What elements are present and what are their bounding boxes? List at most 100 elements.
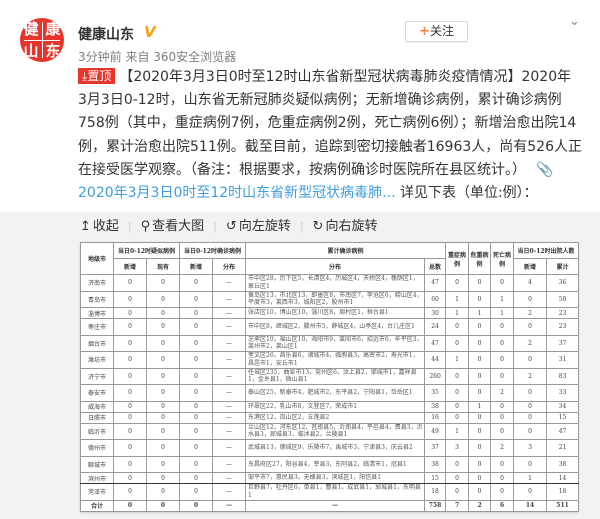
cell-c-new: 0 <box>179 455 214 473</box>
cell-critical: 0 <box>468 351 492 369</box>
cell-critical: 2 <box>468 499 492 512</box>
body-line: 3月3日0-12时，山东省无新冠肺炎疑似病例；无新增确诊病例，累计确诊病例 <box>78 92 562 109</box>
covid-table-image[interactable]: 地级市 当日0-12时疑似病例 当日0-12时确诊病例 累计确诊病例 重症病例 … <box>80 242 580 512</box>
avatar-char: 山 <box>23 42 39 60</box>
cell-d-new: 2 <box>513 307 548 319</box>
follow-button[interactable]: +关注 <box>405 21 468 42</box>
cell-severe: 0 <box>445 411 470 424</box>
cell-c-dist: — <box>212 483 247 501</box>
cell-severe: 7 <box>445 499 470 512</box>
avatar[interactable]: 健 康 山 东 <box>20 18 64 62</box>
table-row: 日照市 0 0 0— 东港区12，岚山区2，五莲县2 16 0 0 0 0 15 <box>80 411 580 424</box>
divider: | <box>299 220 304 233</box>
cell-d-new: 2 <box>513 367 548 385</box>
table-row: 合计 0 0 0— —758 7 2 6 14 511 <box>80 499 580 512</box>
covid-table: 地级市 当日0-12时疑似病例 当日0-12时确诊病例 累计确诊病例 重症病例 … <box>80 242 580 512</box>
cell-dist: 兰山区12，河东区12，莒南县5，沂南县4，平邑县4，费县3，沂水县3，郯城县3… <box>245 422 426 440</box>
cell-critical: 0 <box>468 439 492 457</box>
cell-s-new: 0 <box>113 439 147 457</box>
cell-dist: 武城县13，德城区9，乐陵市7，禹城市3，宁津县3，庆云县2 <box>245 439 426 457</box>
collapse-button[interactable]: ↥ 收起 <box>80 217 119 237</box>
table-row: 德州市 0 0 0— 武城县13，德城区9，乐陵市7，禹城市3，宁津县3，庆云县2 37 3… <box>80 439 580 457</box>
cell-total: 18 <box>424 483 447 501</box>
cell-d-new: 2 <box>513 334 548 352</box>
cell-city: 枣庄市 <box>80 318 114 336</box>
cell-critical: 0 <box>468 318 492 336</box>
table-row: 威海市 0 0 0— 环翠区22，乳山市8，文登区7，荣成市1 38 0 1 0 0 34 <box>80 400 580 413</box>
pin-label: 置顶 <box>87 69 112 83</box>
cell-c-new: 0 <box>179 307 214 319</box>
cell-d-cum: 83 <box>546 367 580 385</box>
cell-severe: 0 <box>445 334 470 352</box>
cell-c-new: 0 <box>179 351 214 369</box>
cell-dist: 黄岛区13，市北区13，即墨区8，市南区7，李沧区6，崂山区4，平度市3，莱西市… <box>245 290 426 308</box>
cell-c-dist: — <box>212 411 247 424</box>
cell-s-new: 0 <box>113 307 147 319</box>
cell-c-new: 0 <box>179 499 214 512</box>
cell-c-new: 0 <box>179 411 214 424</box>
verified-v-icon[interactable]: V <box>144 23 156 41</box>
avatar-divider <box>24 39 60 41</box>
cell-total: 35 <box>424 384 447 402</box>
cell-severe: 1 <box>445 351 470 369</box>
header-suspected: 当日0-12时疑似病例 <box>112 242 181 259</box>
follow-label: 关注 <box>429 24 454 38</box>
cell-city: 菏泽市 <box>80 483 114 501</box>
search-icon: ⚲ <box>140 219 151 234</box>
post-time-source[interactable]: 3分钟前 来自 360安全浏览器 <box>78 50 237 64</box>
cell-s-new: 0 <box>113 455 147 473</box>
cell-s-cur: 0 <box>145 384 181 402</box>
cell-severe: 1 <box>445 422 470 440</box>
cell-critical: 0 <box>468 483 492 501</box>
header-existing: 现有 <box>145 258 181 275</box>
cell-death: 0 <box>490 274 515 292</box>
cell-dist: 巨野县7，牡丹区6，单县1，曹县1，成武县1，郓城县1，东明县1 <box>245 483 426 501</box>
cell-death: 0 <box>490 400 515 413</box>
cell-c-new: 0 <box>179 290 214 308</box>
cell-c-new: 0 <box>179 274 214 292</box>
article-link[interactable]: 2020年3月3日0时至12时山东省新型冠状病毒肺... <box>78 185 396 202</box>
cell-s-new: 0 <box>113 400 147 413</box>
cell-total: 758 <box>424 499 447 512</box>
view-large-button[interactable]: ⚲ 查看大图 <box>141 217 205 237</box>
post-body: ⤓置顶 【2020年3月3日0时至12时山东省新型冠状病毒肺炎疫情情况】2020年… <box>78 66 582 205</box>
cell-s-new: 0 <box>113 334 147 352</box>
cell-s-cur: 0 <box>145 318 181 336</box>
cell-dist: 任城区235，曲阜市13，兖州区6，汶上县2，邹城市1，嘉祥县1，金乡县1，微山… <box>245 367 426 385</box>
cell-city: 潍坊市 <box>80 351 114 369</box>
cell-dist: 张店区10，博山区10，淄川区8，周村区1，桓台县1 <box>245 307 426 319</box>
author-name[interactable]: 健康山东 <box>78 27 134 43</box>
cell-c-dist: — <box>212 274 247 292</box>
cell-s-cur: 0 <box>145 472 181 484</box>
table-row: 临沂市 0 0 0— 兰山区12，河东区12，莒南县5，沂南县4，平邑县4，费县3，沂水… <box>80 422 580 440</box>
chevron-down-icon[interactable]: ⌄ <box>569 14 580 29</box>
cell-death: 0 <box>490 455 515 473</box>
table-row: 潍坊市 0 0 0— 奎文区26，昌乐县6，诸城市4，临朐县3，高密市2，寿光市1，昌邑… <box>80 351 580 369</box>
collapse-label: 收起 <box>92 219 119 234</box>
avatar-char: 健 <box>23 20 39 38</box>
cell-total: 44 <box>424 351 447 369</box>
header-total: 总数 <box>424 258 447 275</box>
cell-total: 38 <box>424 400 447 413</box>
cell-city: 济南市 <box>80 274 114 292</box>
cell-c-new: 0 <box>179 439 214 457</box>
body-line: 在接受医学观察。（备注：根据要求，按病例确诊时医院所在县区统计。） <box>78 161 526 178</box>
cell-s-new: 0 <box>113 367 147 385</box>
rotate-right-button[interactable]: ↻ 向右旋转 <box>313 217 378 237</box>
cell-critical: 0 <box>468 334 492 352</box>
cell-severe: 1 <box>445 307 470 319</box>
cell-d-cum: 23 <box>546 307 580 319</box>
header-severe: 重症病例 <box>445 242 470 275</box>
cell-s-new: 0 <box>113 351 147 369</box>
table-row: 枣庄市 0 0 0— 市中区8，峄城区2，滕州市5，薛城区4，山亭区4，台儿庄区1 24 0… <box>80 318 580 336</box>
cell-c-new: 0 <box>179 318 214 336</box>
image-toolbar: ↥ 收起 | ⚲ 查看大图 | ↺ 向左旋转 | ↻ 向右旋转 <box>80 217 377 237</box>
rotate-left-button[interactable]: ↺ 向左旋转 <box>226 217 291 237</box>
cell-total: 60 <box>424 290 447 308</box>
cell-c-dist: — <box>212 351 247 369</box>
cell-d-cum: 15 <box>546 411 580 424</box>
cell-critical: 0 <box>468 274 492 292</box>
cell-severe: 0 <box>445 472 470 484</box>
cell-city: 烟台市 <box>80 334 114 352</box>
cell-total: 30 <box>424 307 447 319</box>
